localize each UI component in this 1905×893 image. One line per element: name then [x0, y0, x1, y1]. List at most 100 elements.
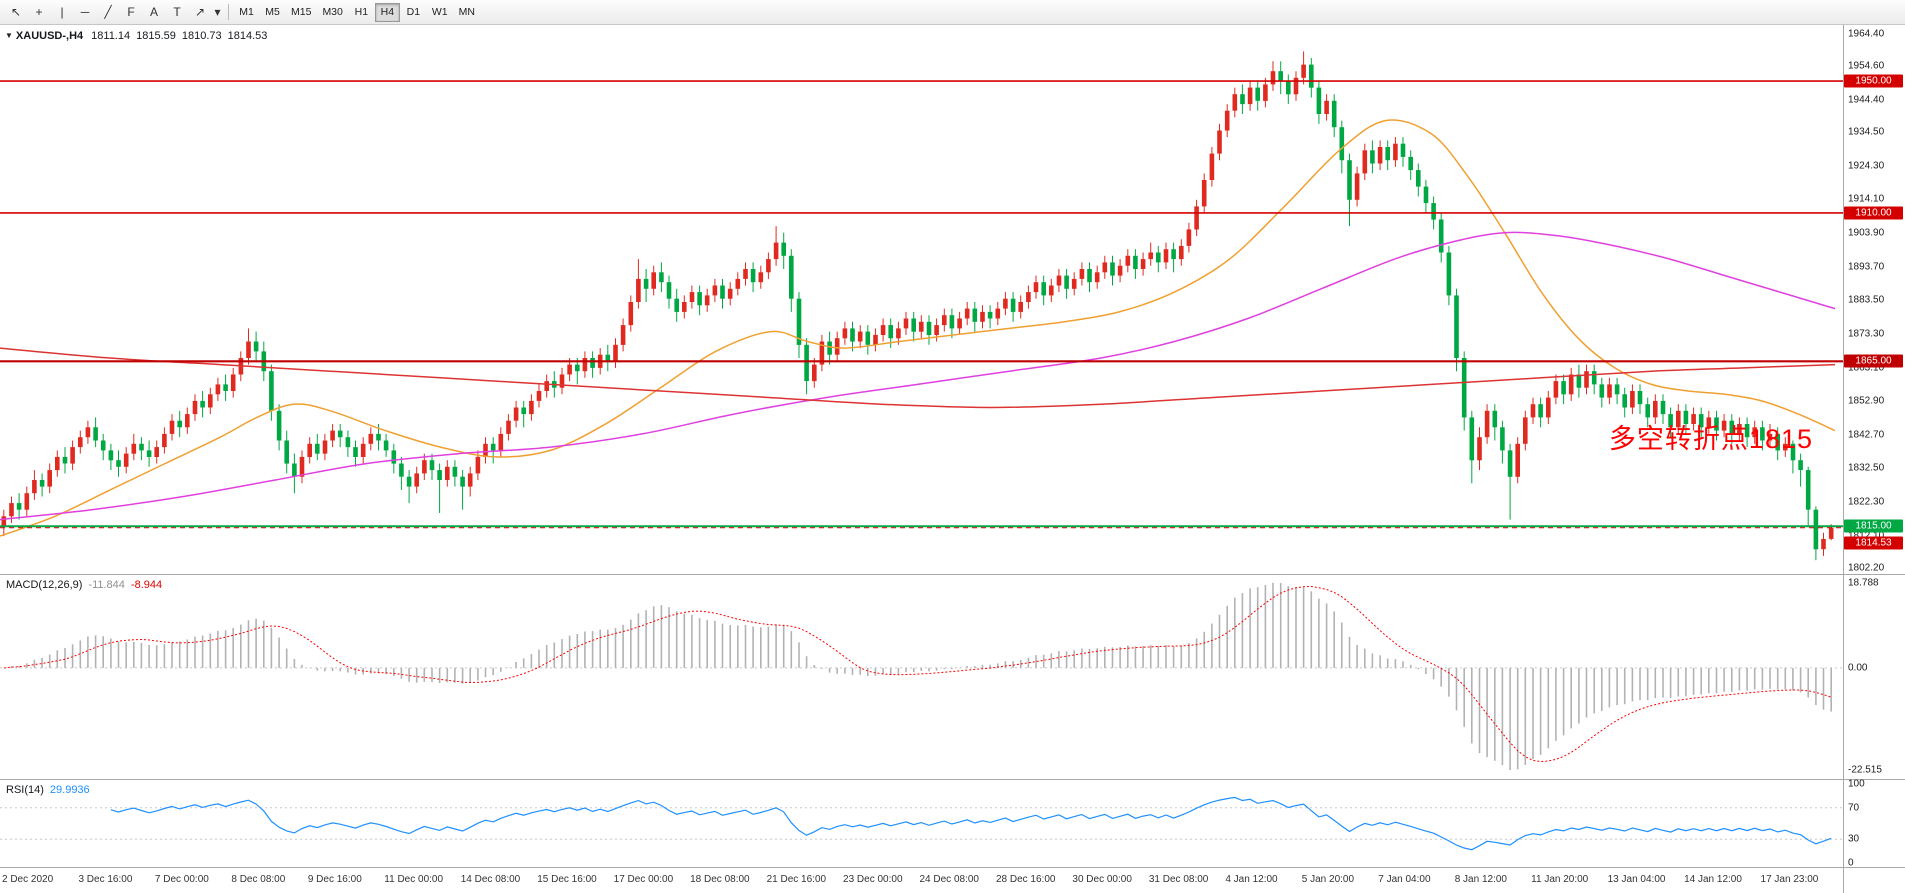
time-axis[interactable]: 2 Dec 2020 3 Dec 16:00 7 Dec 00:00 8 Dec 08… — [0, 867, 1905, 893]
vertical-line-icon[interactable]: | — [60, 5, 64, 19]
scale-tick: 0 — [1848, 857, 1854, 869]
high-value: 1815.59 — [136, 30, 176, 42]
scale-tick: 1893.70 — [1848, 261, 1885, 273]
time-label: 15 Dec 16:00 — [537, 874, 597, 885]
time-label: 7 Dec 00:00 — [154, 874, 209, 885]
timeframe-m30-button[interactable]: M30 — [322, 6, 343, 18]
price-tag-1815.00: 1815.00 — [1844, 519, 1903, 533]
main-chart-plot[interactable]: ▼ XAUUSD-,H4 1811.14 1815.59 1810.73 1814.53 … — [0, 25, 1843, 574]
scale-tick: 1822.30 — [1848, 496, 1885, 508]
arrow-style-dropdown-icon[interactable]: ▾ — [214, 5, 221, 19]
time-label: 30 Dec 00:00 — [1072, 874, 1132, 885]
scale-tick: 1954.60 — [1848, 60, 1885, 72]
time-label: 8 Dec 08:00 — [231, 874, 286, 885]
arrow-object-icon[interactable]: ↗ — [194, 5, 206, 19]
macd-scale[interactable]: 18.788 0.00 -22.515 — [1843, 575, 1905, 779]
macd-main-value: -11.844 — [88, 579, 125, 591]
scale-tick: 100 — [1848, 778, 1865, 790]
scale-tick: 1832.50 — [1848, 462, 1885, 474]
rsi-scale[interactable]: 100 70 30 0 — [1843, 778, 1905, 869]
time-label: 13 Jan 04:00 — [1607, 874, 1666, 885]
scale-tick: 1903.90 — [1848, 227, 1885, 239]
price-tag-1950.00: 1950.00 — [1844, 74, 1903, 88]
timeframe-m5-button[interactable]: M5 — [265, 6, 280, 18]
time-label: 14 Dec 08:00 — [460, 874, 521, 885]
scale-tick: 1944.40 — [1848, 94, 1885, 106]
trendline-icon[interactable]: ╱ — [104, 5, 112, 19]
timeframe-mn-button[interactable]: MN — [458, 6, 475, 18]
toolbar-separator — [228, 4, 229, 20]
time-label: 18 Dec 08:00 — [690, 874, 750, 885]
time-label: 23 Dec 00:00 — [843, 874, 903, 885]
price-tag-1865.00: 1865.00 — [1844, 354, 1903, 368]
time-label: 3 Dec 16:00 — [78, 874, 133, 885]
scale-tick: 30 — [1848, 833, 1860, 845]
time-label: 21 Dec 16:00 — [766, 874, 827, 885]
text-label-icon[interactable]: T — [173, 5, 181, 19]
scale-tick: 18.788 — [1848, 577, 1879, 589]
fibonacci-icon[interactable]: F — [127, 5, 135, 19]
price-scale[interactable]: 1964.40 1954.60 1944.40 1934.50 1924.30 1914.… — [1843, 25, 1905, 574]
time-label: 2 Dec 2020 — [2, 874, 54, 885]
time-label: 17 Jan 23:00 — [1760, 874, 1819, 885]
scale-tick: 1852.90 — [1848, 395, 1885, 407]
macd-label: MACD(12,26,9) -11.844 -8.944 — [6, 579, 162, 591]
timeframe-buttons-group: M1 M5 M15 M30 H1 H4 D1 W1 MN — [234, 2, 480, 22]
timeframe-h1-button[interactable]: H1 — [354, 6, 369, 18]
chart-annotation: 多空转折点1815 — [1608, 424, 1813, 454]
crosshair-icon[interactable]: + — [35, 5, 43, 19]
toolbar: ↖ + | ─ ╱ F A T ↗ ▾ M1 M5 M15 M30 H1 H4 D1 W1 MN — [0, 0, 1905, 25]
time-label: 5 Jan 20:00 — [1301, 874, 1355, 885]
time-label: 11 Jan 20:00 — [1531, 874, 1589, 885]
time-label: 8 Jan 12:00 — [1454, 874, 1507, 885]
time-label: 7 Jan 04:00 — [1378, 874, 1431, 885]
rsi-chart — [0, 796, 1843, 851]
scale-tick: 1802.20 — [1848, 562, 1885, 574]
symbol-period: XAUUSD-,H4 — [15, 30, 84, 42]
close-value: 1814.53 — [227, 30, 268, 42]
macd-signal-value: -8.944 — [130, 579, 163, 591]
scale-tick: 1873.30 — [1848, 328, 1885, 340]
timeframe-m1-button[interactable]: M1 — [239, 6, 254, 18]
time-label: 17 Dec 00:00 — [613, 874, 674, 885]
time-label: 28 Dec 16:00 — [995, 874, 1056, 885]
rsi-name: RSI(14) — [6, 784, 44, 796]
scale-tick: 1914.10 — [1848, 193, 1885, 205]
macd-chart — [0, 582, 1843, 770]
price-tag-1814.53: 1814.53 — [1844, 536, 1903, 550]
timeframe-w1-button[interactable]: W1 — [431, 6, 448, 18]
macd-name: MACD(12,26,9) — [6, 579, 83, 591]
time-label: 4 Jan 12:00 — [1225, 874, 1278, 885]
scale-tick: 1842.70 — [1848, 429, 1885, 441]
cursor-icon[interactable]: ↖ — [10, 5, 22, 19]
low-value: 1810.73 — [181, 30, 222, 42]
rsi-pane: RSI(14) 29.9936 100 70 30 0 — [0, 778, 1905, 869]
scale-tick: 70 — [1848, 802, 1860, 814]
time-label: 14 Jan 12:00 — [1684, 874, 1742, 885]
timeframe-m15-button[interactable]: M15 — [291, 6, 312, 18]
scale-tick: 1883.50 — [1848, 294, 1885, 306]
scale-tick: 1924.30 — [1848, 160, 1885, 172]
horizontal-line-icon[interactable]: ─ — [80, 5, 90, 19]
timeframe-d1-button[interactable]: D1 — [406, 6, 421, 18]
time-axis-labels: 2 Dec 2020 3 Dec 16:00 7 Dec 00:00 8 Dec 08… — [0, 868, 1843, 893]
price-tag-1910.00: 1910.00 — [1844, 206, 1903, 220]
open-value: 1811.14 — [91, 30, 131, 42]
macd-pane: MACD(12,26,9) -11.844 -8.944 18.788 0.00 -22… — [0, 574, 1905, 779]
drawing-tools-group: ↖ + | ─ ╱ F A T ↗ ▾ — [5, 2, 223, 22]
candlestick-chart — [0, 51, 1843, 561]
macd-plot[interactable]: MACD(12,26,9) -11.844 -8.944 — [0, 575, 1843, 779]
symbol-dropdown-icon[interactable]: ▼ — [5, 31, 13, 40]
time-label: 24 Dec 08:00 — [919, 874, 980, 885]
ohlc-readout: ▼ XAUUSD-,H4 1811.14 1815.59 1810.73 1814.53 — [5, 30, 267, 42]
time-label: 9 Dec 16:00 — [307, 874, 362, 885]
scale-tick: 1812.10 — [1848, 530, 1884, 541]
rsi-label: RSI(14) 29.9936 — [6, 784, 90, 796]
scale-tick: 1934.50 — [1848, 126, 1885, 138]
timeframe-h4-button[interactable]: H4 — [374, 2, 400, 22]
text-icon[interactable]: A — [149, 5, 158, 19]
time-label: 11 Dec 00:00 — [384, 874, 444, 885]
scale-tick: -22.515 — [1848, 764, 1882, 776]
rsi-plot[interactable]: RSI(14) 29.9936 — [0, 780, 1843, 867]
